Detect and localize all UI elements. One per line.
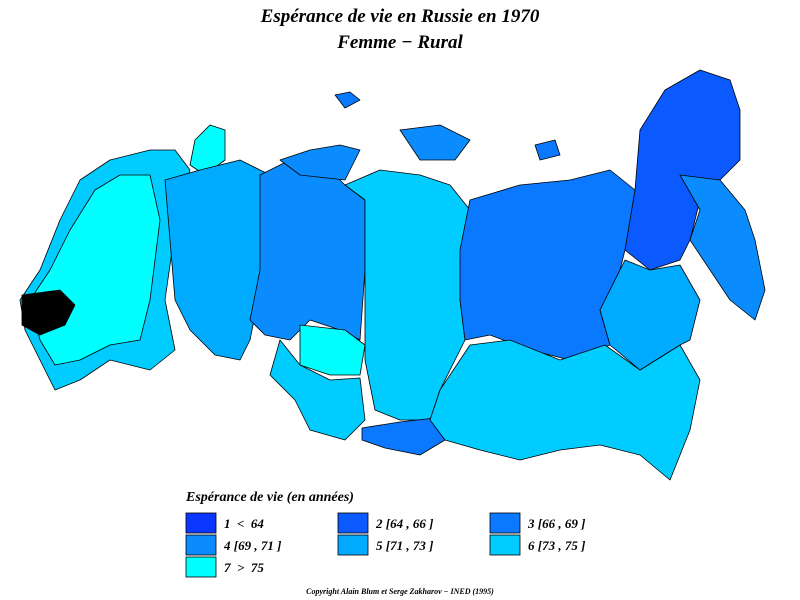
legend-label: 6 [73 , 75 ] <box>528 538 585 553</box>
region <box>269 339 366 441</box>
region <box>361 417 446 456</box>
copyright: Copyright Alain Blum et Serge Zakharov −… <box>306 587 494 596</box>
map-subtitle: Femme − Rural <box>336 32 463 53</box>
legend-label: 2 [64 , 66 ] <box>375 516 433 531</box>
legend-label: 7 > 75 <box>224 560 264 575</box>
legend-swatch <box>185 556 217 578</box>
legend-swatch <box>489 534 521 556</box>
legend-title: Espérance de vie (en années) <box>185 490 354 505</box>
legend-label: 5 [71 , 73 ] <box>376 538 433 553</box>
region <box>429 339 701 481</box>
region <box>599 259 701 371</box>
legend-swatch <box>489 512 521 534</box>
legend-label: 4 [69 , 71 ] <box>223 538 281 553</box>
region <box>399 124 471 161</box>
legend-label: 3 [66 , 69 ] <box>527 516 585 531</box>
legend-swatch <box>337 534 369 556</box>
legend-swatch <box>185 534 217 556</box>
region <box>334 91 361 109</box>
region <box>534 139 561 161</box>
legend-swatch <box>337 512 369 534</box>
region <box>189 124 226 176</box>
legend-label: 1 < 64 <box>224 516 264 531</box>
region <box>679 174 766 321</box>
legend: 1 < 64 2 [64 , 66 ] 3 [66 , 69 ] 4 [69 , 71… <box>185 512 585 578</box>
region <box>164 159 271 361</box>
map-title: Espérance de vie en Russie en 1970 <box>260 6 540 27</box>
region <box>21 289 76 336</box>
russia-map <box>19 69 766 481</box>
region <box>279 144 361 181</box>
legend-swatch <box>185 512 217 534</box>
region <box>344 169 471 421</box>
